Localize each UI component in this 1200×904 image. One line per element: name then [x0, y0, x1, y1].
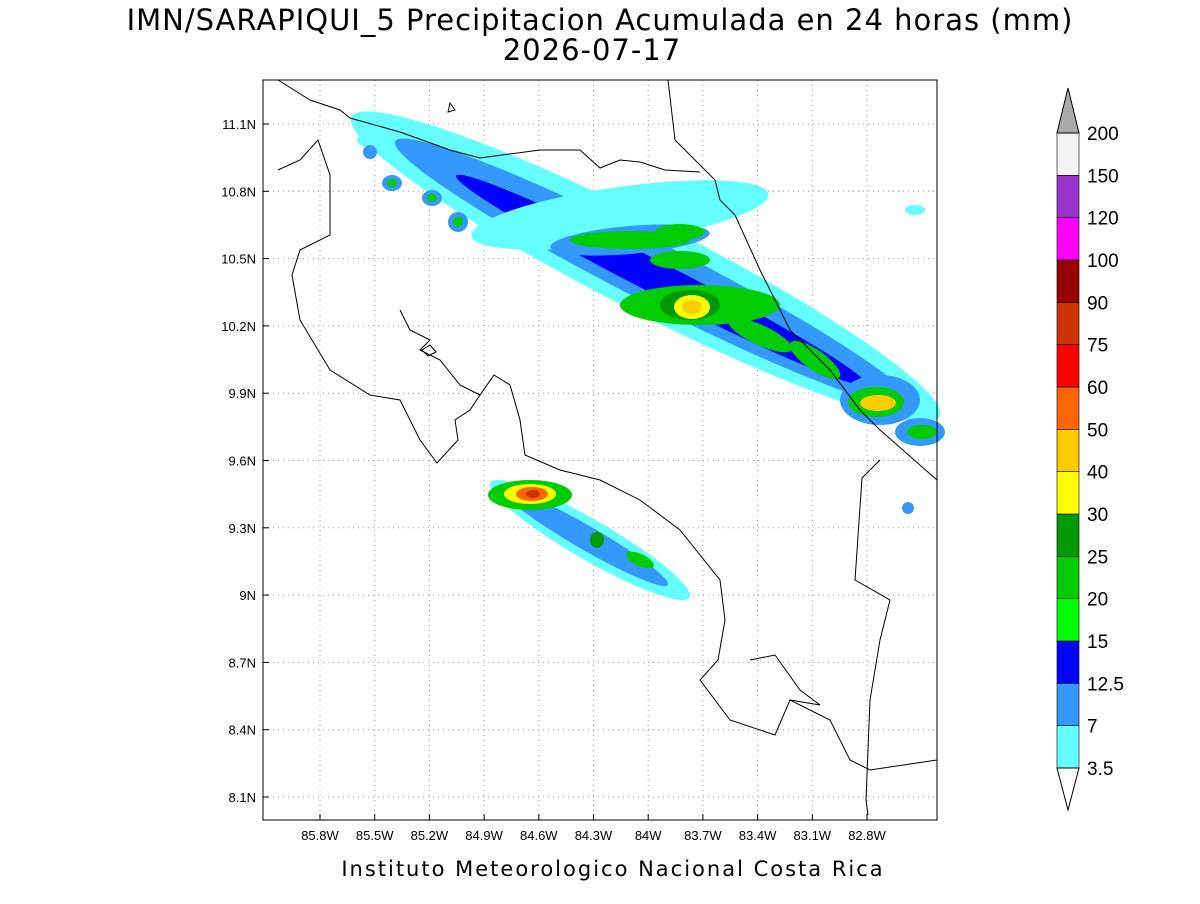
lon-label: 83.1W [794, 828, 832, 843]
lat-label: 11.1N [222, 117, 256, 132]
subtitle: 2026-07-17 [503, 33, 682, 67]
colorbar-segment [1056, 725, 1080, 769]
colorbar-segment [1056, 386, 1080, 430]
colorbar-label: 12.5 [1087, 674, 1124, 695]
colorbar-over [1056, 87, 1080, 134]
colorbar-label: 200 [1087, 124, 1119, 145]
colorbar-segment [1056, 556, 1080, 599]
lat-label: 10.2N [221, 319, 256, 334]
colorbar-label: 75 [1087, 336, 1108, 357]
colorbar-segment [1056, 259, 1080, 303]
lat-label: 8.7N [229, 655, 256, 670]
colorbar-label: 20 [1087, 590, 1108, 611]
colorbar-label: 15 [1087, 632, 1108, 653]
grid [263, 80, 937, 820]
footer: Instituto Meteorologico Nacional Costa R… [341, 857, 884, 881]
title: IMN/SARAPIQUI_5 Precipitacion Acumulada … [127, 3, 1074, 37]
colorbar-label: 30 [1087, 505, 1108, 526]
colorbar-segment [1056, 344, 1080, 388]
colorbar-segment [1056, 683, 1080, 726]
colorbar-segment [1056, 598, 1080, 642]
lat-label: 8.4N [229, 723, 256, 738]
colorbar-label: 100 [1087, 251, 1119, 272]
colorbar-segment [1056, 471, 1080, 515]
colorbar-label: 25 [1087, 547, 1108, 568]
colorbar: 3.5 7 12.5 15 20 25 30 40 50 60 75 90 100 120 150 200 [1056, 87, 1124, 812]
lon-label: 84W [635, 828, 662, 843]
colorbar-label: 3.5 [1087, 759, 1113, 780]
lat-label: 9.3N [229, 521, 256, 536]
lat-label: 9.9N [229, 386, 256, 401]
lat-label: 10.5N [221, 252, 256, 267]
colorbar-label: 120 [1087, 209, 1119, 230]
lon-label: 82.8W [848, 828, 886, 843]
colorbar-segment [1056, 132, 1080, 176]
lat-label: 8.1N [229, 790, 256, 805]
lat-label: 10.8N [221, 184, 256, 199]
map-frame [262, 79, 938, 821]
lat-label: 9.6N [229, 454, 256, 469]
colorbar-segment [1056, 217, 1080, 261]
colorbar-segment [1056, 302, 1080, 345]
lon-label: 85.2W [411, 828, 449, 843]
colorbar-segment [1056, 640, 1080, 684]
lon-label: 85.8W [301, 828, 339, 843]
lat-label: 9N [239, 588, 256, 603]
colorbar-label: 40 [1087, 463, 1108, 484]
lon-label: 83.4W [739, 828, 777, 843]
lon-label: 85.5W [356, 828, 394, 843]
colorbar-label: 150 [1087, 166, 1119, 187]
colorbar-segment [1056, 513, 1080, 557]
lon-label: 83.7W [684, 828, 722, 843]
colorbar-label: 60 [1087, 378, 1108, 399]
lon-label: 84.9W [465, 828, 503, 843]
precipitation [350, 111, 945, 601]
coastlines [277, 79, 938, 816]
lon-label: 84.3W [575, 828, 613, 843]
colorbar-label: 50 [1087, 420, 1108, 441]
colorbar-segment [1056, 175, 1080, 218]
colorbar-under [1056, 767, 1080, 812]
colorbar-label: 7 [1087, 717, 1098, 738]
colorbar-segment [1056, 429, 1080, 472]
colorbar-label: 90 [1087, 293, 1108, 314]
lon-label: 84.6W [520, 828, 558, 843]
